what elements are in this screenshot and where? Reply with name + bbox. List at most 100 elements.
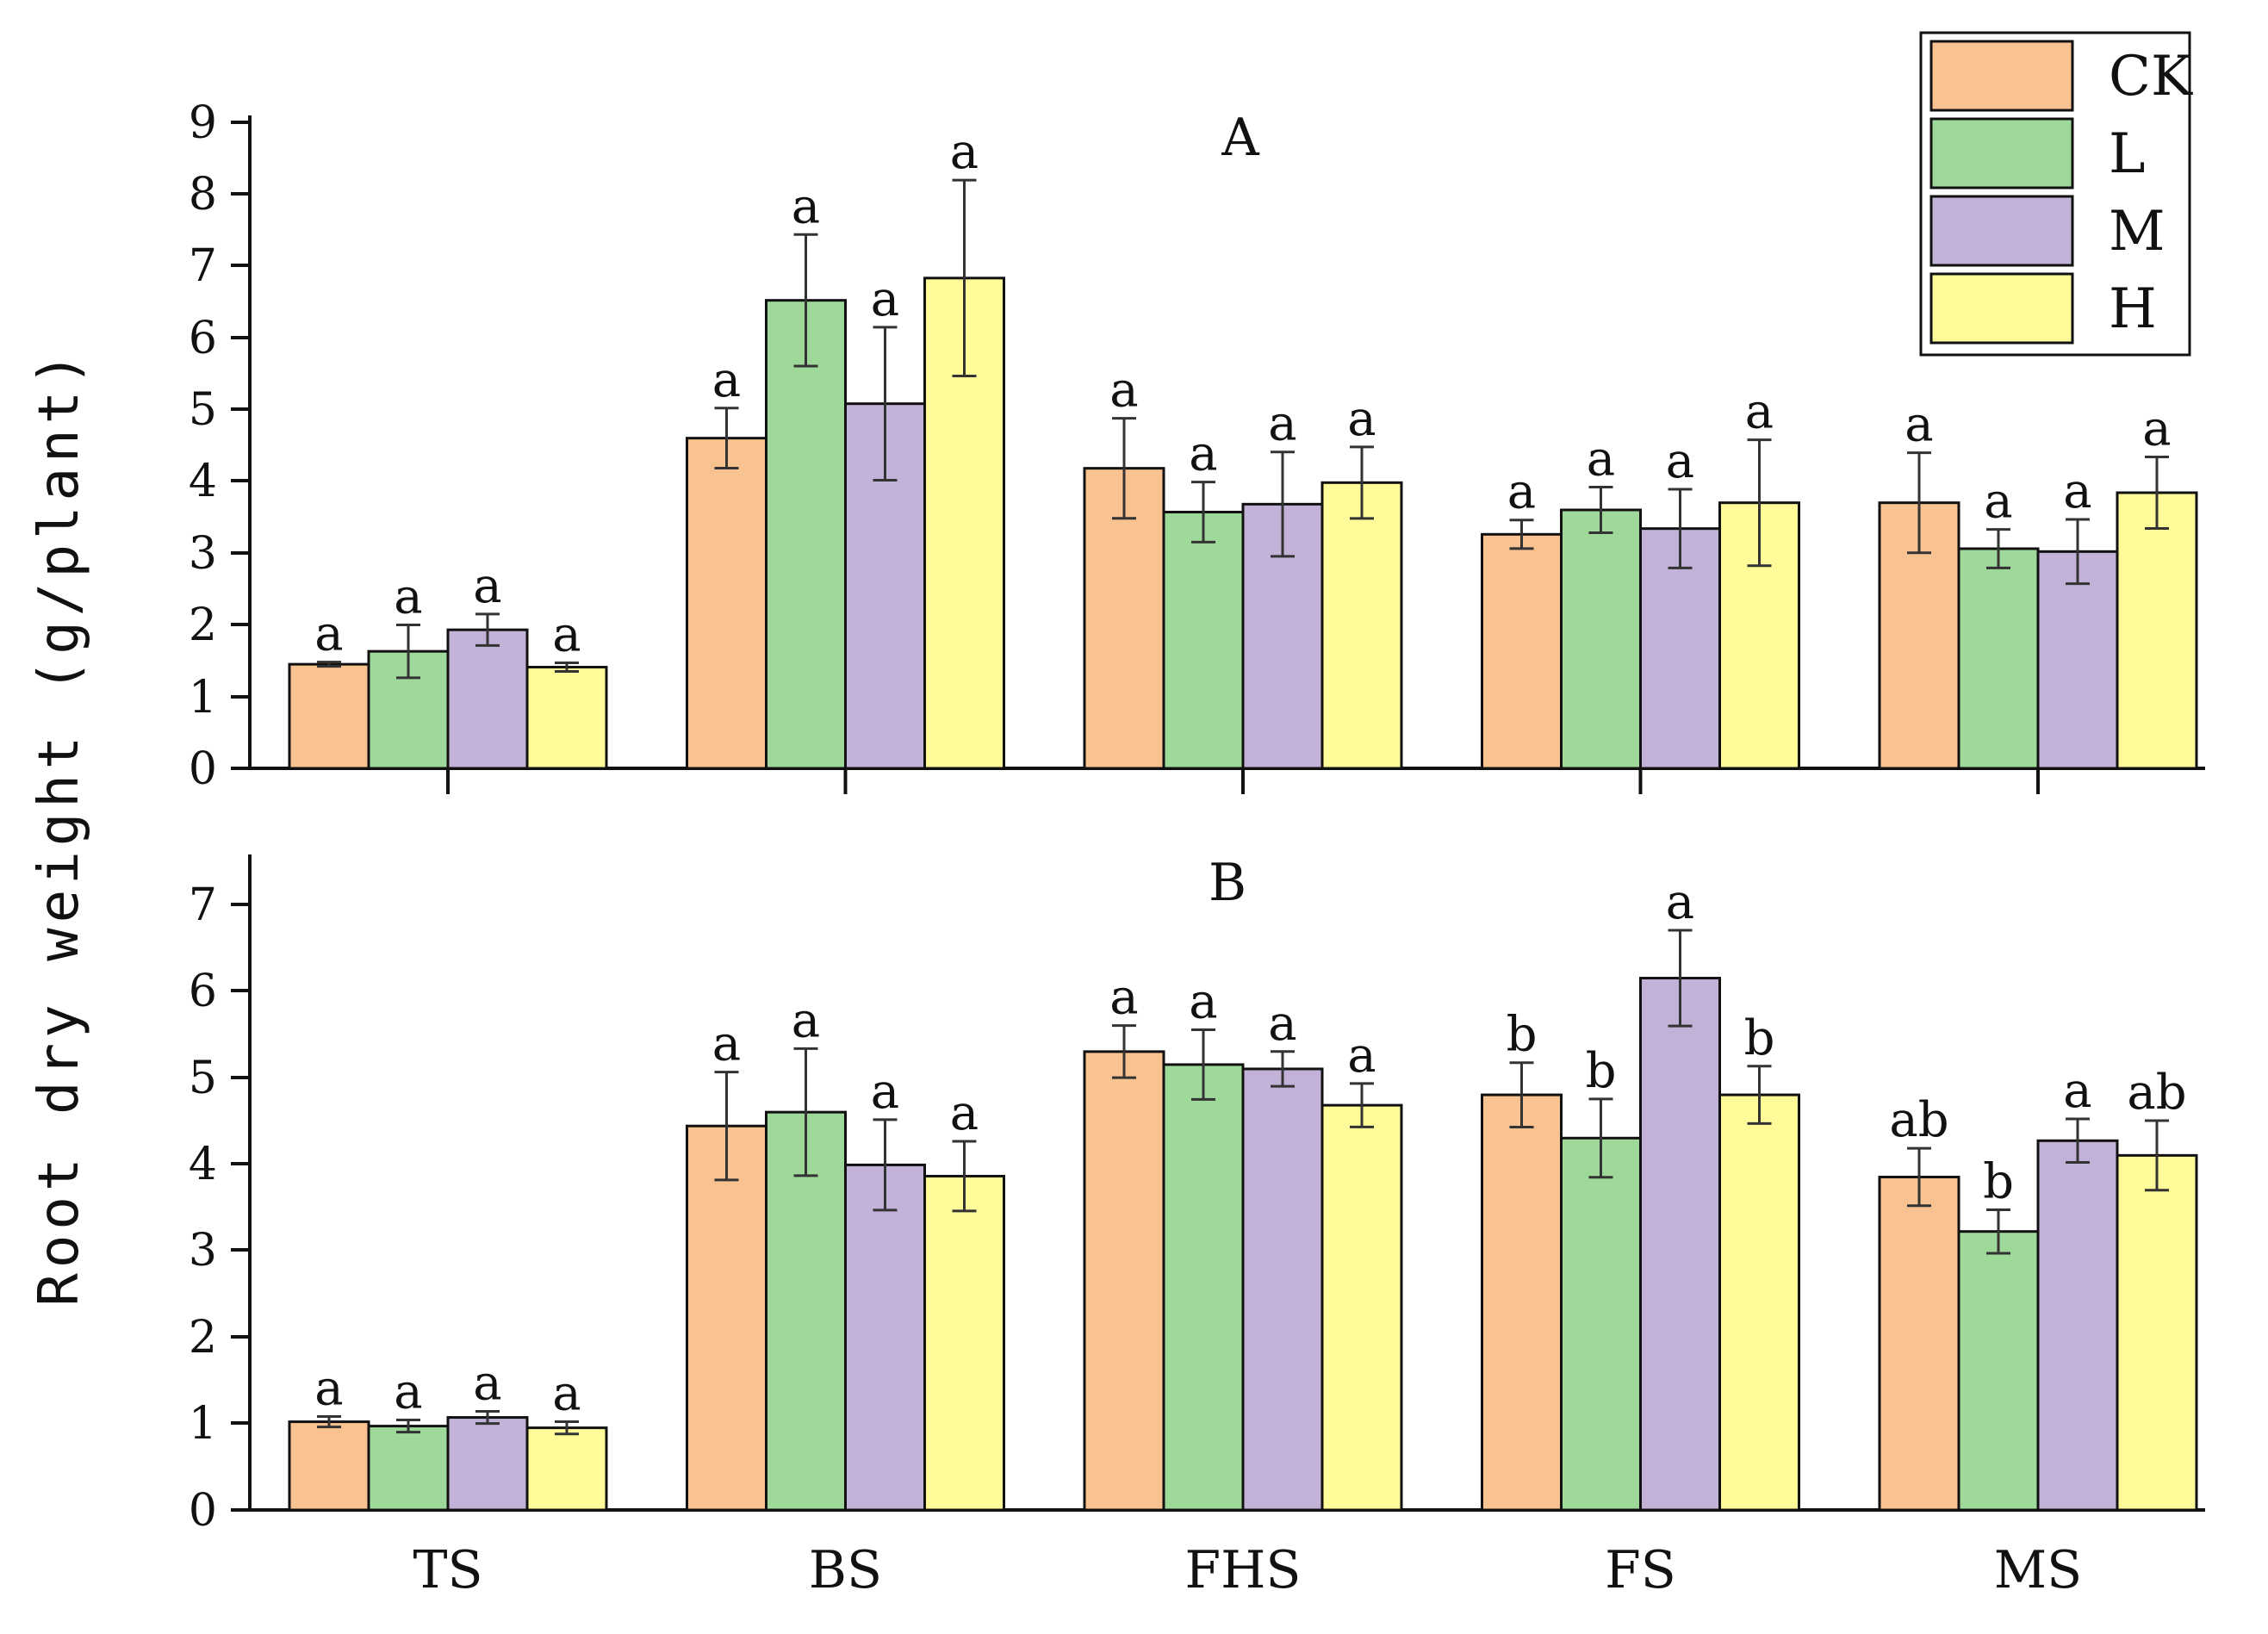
significance-letter: a: [2063, 463, 2091, 519]
series-l: aa abb: [367, 974, 2040, 1512]
x-category-label: TS: [413, 1540, 482, 1600]
bar: [1560, 508, 1642, 770]
significance-letter: a: [473, 1356, 501, 1412]
significance-letter: a: [1189, 426, 1217, 482]
significance-letter: a: [950, 124, 979, 180]
y-tick-label: 2: [189, 1312, 217, 1364]
significance-letter: a: [394, 568, 422, 624]
significance-letter: a: [1666, 874, 1694, 930]
bar: [1957, 547, 2040, 770]
significance-letter: a: [871, 271, 899, 327]
y-tick-label: 4: [189, 1139, 217, 1190]
y-tick-label: 0: [189, 1485, 217, 1537]
bar: [923, 1174, 1005, 1512]
series-h: aaa a a: [525, 124, 2198, 770]
bar: [446, 1416, 529, 1512]
significance-letter: a: [1268, 396, 1296, 452]
significance-letter: a: [1347, 391, 1376, 447]
significance-letter: a: [1904, 397, 1933, 453]
y-tick-label: 6: [189, 966, 217, 1017]
legend-swatch-ck: [1929, 40, 2074, 112]
y-tick-label: 2: [189, 600, 217, 651]
bar: [2116, 491, 2198, 770]
bar: [1639, 977, 1721, 1512]
bar: [288, 662, 370, 770]
bar: [2116, 1153, 2198, 1512]
bar: [1320, 481, 1403, 770]
x-category-label: FHS: [1184, 1540, 1301, 1600]
y-tick-label: 4: [189, 456, 217, 507]
bar: [765, 299, 847, 770]
bar: [686, 1124, 767, 1512]
x-category-label: MS: [1994, 1540, 2083, 1600]
significance-letter: a: [871, 1064, 899, 1120]
significance-letter: a: [1109, 970, 1138, 1026]
bar: [1878, 1175, 1960, 1512]
y-tick-label: 0: [189, 743, 217, 795]
series-ck: aa aaa: [288, 352, 1960, 770]
bar: [1162, 511, 1245, 770]
significance-letter: a: [1666, 433, 1694, 489]
y-tick-label: 6: [189, 313, 217, 364]
significance-letter: b: [1586, 1043, 1617, 1099]
bar: [1320, 1103, 1403, 1512]
legend: CK LMH: [1919, 31, 2193, 357]
significance-letter: b: [1744, 1010, 1775, 1066]
series-h: aaa bab: [525, 1010, 2198, 1512]
significance-letter: a: [1587, 431, 1615, 487]
y-axis-label: Root dry weight (g/plant): [28, 347, 91, 1306]
significance-letter: a: [314, 1361, 343, 1417]
bar: [525, 1426, 608, 1512]
bar: [525, 666, 608, 770]
legend-swatch-l: [1929, 117, 2074, 189]
significance-letter: b: [1983, 1153, 2014, 1209]
significance-letter: a: [552, 1366, 581, 1422]
significance-letter: a: [1507, 464, 1536, 520]
bar: [686, 437, 767, 770]
significance-letter: a: [792, 992, 820, 1048]
bar: [1241, 1067, 1324, 1512]
significance-letter: ab: [1889, 1092, 1948, 1148]
y-tick-label: 8: [189, 169, 217, 221]
legend-swatch-m: [1929, 195, 2074, 267]
y-tick-label: 7: [189, 240, 217, 292]
bar: [1957, 1230, 2040, 1512]
significance-letter: a: [473, 558, 501, 614]
bar: [367, 1425, 450, 1512]
significance-letter: a: [552, 607, 581, 663]
significance-letter: a: [1347, 1028, 1376, 1084]
legend-label-h: H: [2109, 277, 2157, 341]
significance-letter: a: [1109, 363, 1138, 419]
bar: [844, 1163, 926, 1512]
significance-letter: a: [712, 1016, 741, 1072]
y-tick-label: 9: [189, 97, 217, 149]
panel-label-b: B: [1209, 853, 1246, 913]
significance-letter: a: [1984, 474, 2012, 530]
significance-letter: b: [1507, 1007, 1538, 1063]
legend-label-l: L: [2109, 122, 2146, 186]
significance-letter: a: [950, 1085, 979, 1141]
significance-letter: a: [792, 178, 820, 234]
significance-letter: a: [1189, 974, 1217, 1030]
bar: [1162, 1063, 1245, 1512]
y-tick-label: 5: [189, 384, 217, 436]
significance-letter: a: [1268, 996, 1296, 1052]
significance-letter: a: [712, 352, 741, 408]
y-tick-label: 7: [189, 879, 217, 931]
legend-swatch-h: [1929, 272, 2074, 345]
significance-letter: a: [314, 606, 343, 662]
y-tick-label: 3: [189, 1225, 217, 1277]
significance-letter: ab: [2127, 1065, 2186, 1121]
significance-letter: a: [1745, 384, 1774, 440]
y-tick-label: 1: [189, 672, 217, 724]
bar: [1083, 1050, 1165, 1512]
bar: [2036, 1139, 2119, 1512]
y-tick-label: 3: [189, 528, 217, 580]
significance-letter: a: [394, 1364, 422, 1420]
bar: [1718, 1093, 1800, 1512]
